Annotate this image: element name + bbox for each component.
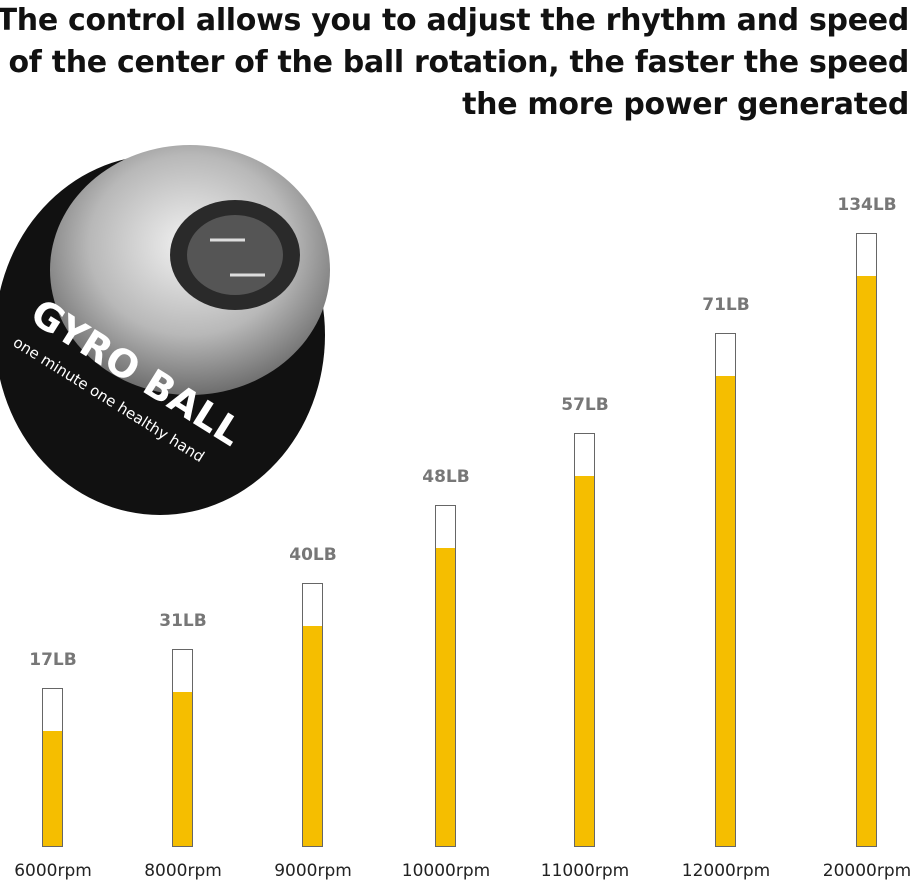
- bar-fill: [575, 476, 594, 846]
- headline-line: the more power generated: [462, 87, 909, 122]
- value-label: 40LB: [289, 545, 337, 565]
- bar-outline: [574, 433, 595, 847]
- category-label: 6000rpm: [14, 861, 92, 881]
- category-label: 11000rpm: [540, 861, 630, 881]
- category-label: 10000rpm: [401, 861, 491, 881]
- bar-outline: [42, 688, 63, 847]
- value-label: 31LB: [159, 611, 207, 631]
- bar-fill: [173, 692, 192, 846]
- category-label: 8000rpm: [144, 861, 222, 881]
- headline: The control allows you to adjust the rhy…: [0, 0, 909, 126]
- value-label: 17LB: [29, 650, 77, 670]
- category-label: 9000rpm: [274, 861, 352, 881]
- value-label: 134LB: [837, 195, 897, 215]
- bar-fill: [857, 276, 876, 846]
- headline-line: The control allows you to adjust the rhy…: [0, 3, 909, 38]
- bar-fill: [43, 731, 62, 846]
- bar-fill: [716, 376, 735, 846]
- bar-outline: [715, 333, 736, 847]
- value-label: 48LB: [422, 467, 470, 487]
- value-label: 57LB: [561, 395, 609, 415]
- bar-fill: [436, 548, 455, 846]
- value-label: 71LB: [702, 295, 750, 315]
- headline-line: of the center of the ball rotation, the …: [8, 45, 909, 80]
- category-label: 12000rpm: [681, 861, 771, 881]
- bar-outline: [856, 233, 877, 847]
- bar-outline: [302, 583, 323, 847]
- bar-fill: [303, 626, 322, 846]
- gyro-ball-image: GYRO BALL one minute one healthy hand: [0, 145, 330, 515]
- category-label: 20000rpm: [822, 861, 912, 881]
- bar-outline: [172, 649, 193, 847]
- bar-outline: [435, 505, 456, 847]
